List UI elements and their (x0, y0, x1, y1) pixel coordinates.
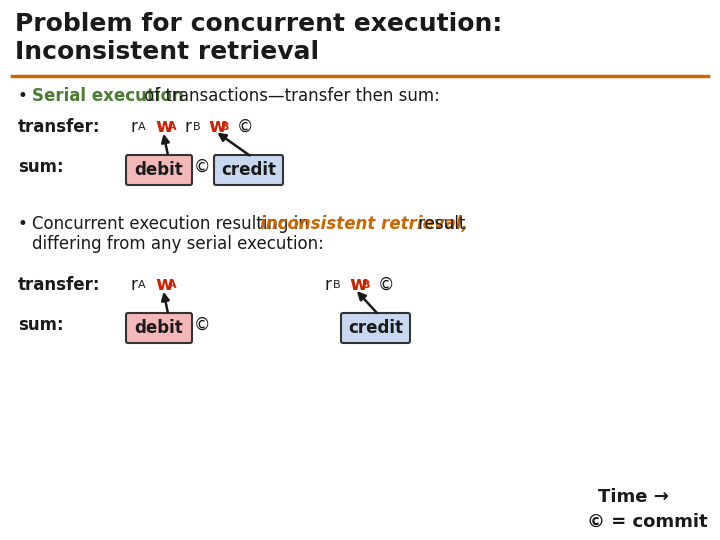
Text: w: w (155, 117, 173, 136)
Text: result: result (413, 215, 465, 233)
Text: w: w (349, 275, 367, 294)
Text: differing from any serial execution:: differing from any serial execution: (32, 235, 324, 253)
Text: credit: credit (348, 319, 403, 337)
Text: A: A (168, 280, 176, 290)
Text: Problem for concurrent execution:: Problem for concurrent execution: (15, 12, 503, 36)
Text: A: A (138, 280, 145, 290)
FancyBboxPatch shape (126, 155, 192, 185)
Text: •: • (18, 215, 28, 233)
FancyBboxPatch shape (214, 155, 283, 185)
Text: A: A (138, 122, 145, 132)
Text: B: B (193, 122, 201, 132)
Text: B: B (221, 122, 230, 132)
Text: sum:: sum: (18, 158, 63, 176)
Text: credit: credit (221, 161, 276, 179)
FancyBboxPatch shape (341, 313, 410, 343)
Text: debit: debit (135, 319, 184, 337)
Text: r: r (185, 118, 192, 136)
Text: B: B (333, 280, 341, 290)
Text: Inconsistent retrieval: Inconsistent retrieval (15, 40, 319, 64)
Text: transfer:: transfer: (18, 276, 101, 294)
Text: ©: © (194, 158, 210, 176)
Text: Serial execution: Serial execution (32, 87, 184, 105)
Text: ©: © (237, 118, 253, 136)
Text: •: • (18, 87, 28, 105)
Text: B: B (362, 280, 370, 290)
Text: r: r (325, 276, 332, 294)
Text: r: r (130, 118, 137, 136)
Text: ©: © (194, 316, 210, 334)
Text: w: w (208, 117, 226, 136)
Text: transfer:: transfer: (18, 118, 101, 136)
Text: inconsistent retrieval,: inconsistent retrieval, (260, 215, 468, 233)
Text: © = commit: © = commit (587, 513, 708, 531)
Text: sum:: sum: (18, 316, 63, 334)
Text: of transactions—transfer then sum:: of transactions—transfer then sum: (139, 87, 440, 105)
Text: Concurrent execution resulting in: Concurrent execution resulting in (32, 215, 314, 233)
Text: ©: © (378, 276, 395, 294)
Text: Time →: Time → (598, 488, 669, 506)
Text: debit: debit (135, 161, 184, 179)
Text: w: w (155, 275, 173, 294)
Text: A: A (168, 122, 176, 132)
Text: r: r (130, 276, 137, 294)
FancyBboxPatch shape (126, 313, 192, 343)
